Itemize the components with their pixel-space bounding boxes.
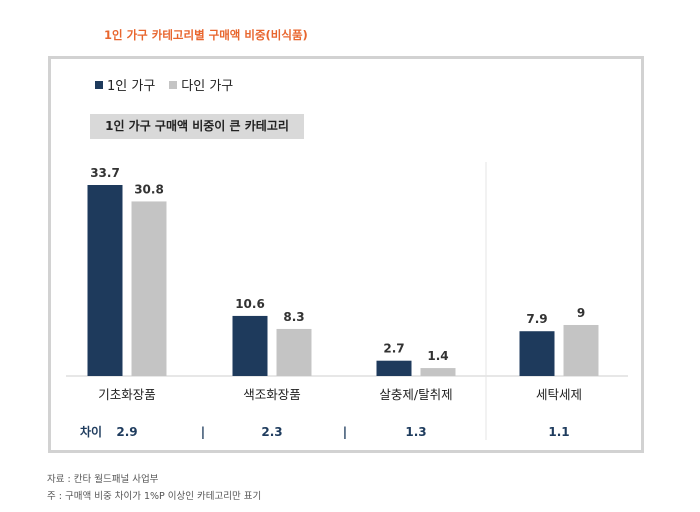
footnote: 주 : 구매액 비중 차이가 1%P 이상인 카테고리만 표기 bbox=[47, 491, 262, 502]
legend-swatch-series1 bbox=[95, 80, 103, 89]
value-label-series1-0: 33.7 bbox=[90, 166, 120, 180]
value-label-series2-0: 30.8 bbox=[134, 182, 164, 196]
legend-label-series2: 다인 가구 bbox=[181, 79, 234, 94]
chart-title: 1인 가구 카테고리별 구매액 비중(비식품) bbox=[104, 28, 308, 42]
difference-separator-1: | bbox=[343, 425, 347, 439]
bar-series2-1 bbox=[276, 328, 312, 376]
value-label-series2-3: 9 bbox=[577, 306, 585, 320]
highlight-label: 1인 가구 구매액 비중이 큰 카테고리 bbox=[90, 114, 304, 139]
bar-series2-2 bbox=[420, 368, 456, 376]
legend-item-series2: 다인 가구 bbox=[169, 75, 233, 94]
category-label-1: 색조화장품 bbox=[243, 387, 301, 402]
difference-value-3: 1.1 bbox=[548, 425, 569, 439]
value-label-series2-2: 1.4 bbox=[427, 349, 448, 363]
difference-separator-0: | bbox=[201, 425, 205, 439]
value-label-series2-1: 8.3 bbox=[283, 310, 304, 324]
source-note: 자료 : 칸타 월드패널 사업부 bbox=[47, 474, 159, 485]
bar-series1-2 bbox=[376, 360, 412, 376]
bar-series1-1 bbox=[232, 315, 268, 376]
category-label-2: 살충제/탈취제 bbox=[379, 387, 452, 402]
bar-series1-3 bbox=[519, 331, 555, 376]
bar-series1-0 bbox=[87, 185, 123, 376]
legend-swatch-series2 bbox=[169, 80, 178, 89]
difference-value-2: 1.3 bbox=[405, 425, 426, 439]
legend-label-series1: 1인 가구 bbox=[107, 79, 156, 94]
value-label-series1-3: 7.9 bbox=[526, 312, 547, 326]
difference-value-0: 2.9 bbox=[116, 425, 137, 439]
value-label-series1-2: 2.7 bbox=[383, 342, 404, 356]
bar-series2-3 bbox=[563, 324, 599, 376]
difference-row-label: 차이 bbox=[80, 424, 102, 439]
difference-value-1: 2.3 bbox=[261, 425, 282, 439]
category-label-3: 세탁세제 bbox=[536, 387, 582, 402]
category-label-0: 기초화장품 bbox=[98, 387, 156, 402]
bar-series2-0 bbox=[131, 201, 167, 376]
legend-item-series1: 1인 가구 bbox=[95, 75, 155, 94]
value-label-series1-1: 10.6 bbox=[235, 297, 265, 311]
legend: 1인 가구 다인 가구 bbox=[95, 75, 247, 94]
